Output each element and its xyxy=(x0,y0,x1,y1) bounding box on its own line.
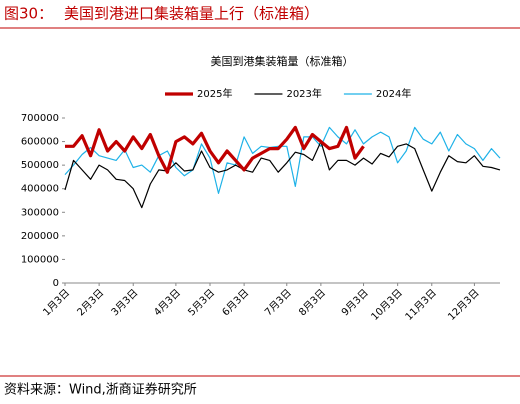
figure-label: 图30： xyxy=(4,5,53,23)
y-tick-label: 300000 xyxy=(21,207,59,218)
x-tick-label: 7月3日 xyxy=(262,287,294,319)
y-tick-label: 0 xyxy=(53,278,59,289)
y-tick-label: 100000 xyxy=(21,254,59,265)
chart-title: 美国到港集装箱量（标准箱） xyxy=(211,54,354,68)
x-tick-label: 8月3日 xyxy=(296,287,328,319)
x-tick-label: 3月3日 xyxy=(109,287,141,319)
y-tick-label: 500000 xyxy=(21,160,59,171)
x-tick-label: 6月3日 xyxy=(220,287,252,319)
x-tick-label: 2月3日 xyxy=(75,287,107,319)
y-tick-label: 700000 xyxy=(21,113,59,124)
y-tick-label: 200000 xyxy=(21,231,59,242)
legend-label: 2025年 xyxy=(197,87,232,100)
y-tick-label: 400000 xyxy=(21,184,59,195)
x-tick-label: 1月3日 xyxy=(41,287,73,319)
y-tick-label: 600000 xyxy=(21,137,59,148)
series-line xyxy=(64,141,501,209)
source: 资料来源：Wind,浙商证券研究所 xyxy=(4,382,197,398)
x-tick-label: 12月3日 xyxy=(446,287,482,323)
figure-title: 美国到港进口集装箱量上行（标准箱） xyxy=(64,5,319,23)
x-tick-label: 5月3日 xyxy=(186,287,218,319)
legend-label: 2024年 xyxy=(376,87,411,100)
series-line xyxy=(64,126,501,194)
x-tick-label: 10月3日 xyxy=(369,287,405,323)
legend-label: 2023年 xyxy=(286,87,321,100)
x-tick-label: 11月3日 xyxy=(403,287,439,323)
x-tick-label: 9月3日 xyxy=(339,287,371,319)
series-line xyxy=(65,125,365,174)
x-tick-label: 4月3日 xyxy=(151,287,183,319)
